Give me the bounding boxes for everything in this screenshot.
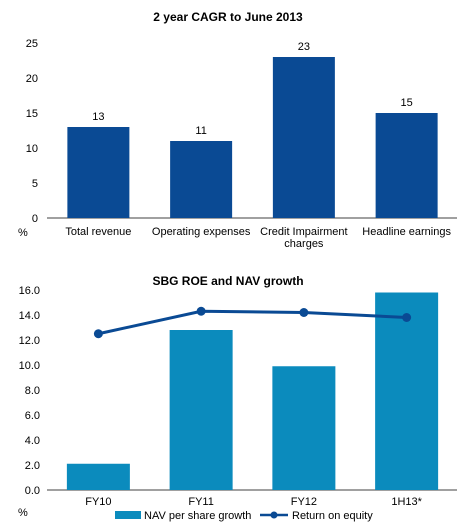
legend-label-nav-growth: NAV per share growth — [144, 510, 251, 522]
nav-growth-bar — [375, 293, 438, 491]
cagr-category-label: Headline earnings — [362, 226, 451, 238]
nav-growth-bar — [170, 330, 233, 490]
cagr-y-tick-label: 10 — [26, 143, 38, 155]
roe-nav-y-tick-label: 14.0 — [19, 310, 40, 322]
cagr-bar — [170, 141, 232, 218]
roe-point — [197, 307, 206, 316]
legend-swatch-roe-marker — [271, 512, 278, 519]
roe-nav-y-tick-label: 16.0 — [19, 285, 40, 297]
roe-nav-category-label: FY11 — [188, 496, 213, 508]
roe-nav-y-tick-label: 4.0 — [25, 435, 40, 447]
cagr-chart-title: 2 year CAGR to June 2013 — [153, 10, 303, 24]
cagr-y-tick-label: 15 — [26, 108, 38, 120]
roe-nav-category-label: 1H13* — [391, 496, 422, 508]
roe-nav-y-tick-label: 10.0 — [19, 360, 40, 372]
roe-point — [402, 313, 411, 322]
roe-nav-y-tick-label: 0.0 — [25, 485, 40, 497]
roe-nav-chart: SBG ROE and NAV growth % 0.0 2.0 4.0 6.0 8.0… — [18, 274, 457, 522]
nav-growth-bar — [272, 366, 335, 490]
cagr-category-label: Operating expenses — [152, 226, 251, 238]
cagr-data-label: 15 — [401, 97, 413, 109]
roe-nav-y-tick-label: 6.0 — [25, 410, 40, 422]
cagr-bar — [67, 127, 129, 218]
cagr-data-label: 11 — [195, 125, 206, 137]
roe-nav-chart-y-unit: % — [18, 507, 28, 519]
cagr-y-tick-label: 5 — [32, 178, 38, 190]
roe-line — [98, 311, 406, 334]
roe-point — [94, 329, 103, 338]
legend-label-roe: Return on equity — [292, 510, 373, 522]
legend-swatch-nav-growth — [115, 511, 141, 519]
cagr-y-tick-label: 25 — [26, 38, 38, 50]
cagr-data-label: 23 — [298, 41, 310, 53]
cagr-y-tick-label: 20 — [26, 73, 38, 85]
cagr-bar — [273, 57, 335, 218]
roe-nav-chart-title: SBG ROE and NAV growth — [152, 274, 303, 288]
cagr-category-label: charges — [284, 238, 324, 250]
cagr-category-label: Credit Impairment — [260, 226, 347, 238]
nav-growth-bar — [67, 464, 130, 490]
cagr-chart-y-unit: % — [18, 227, 28, 239]
cagr-category-label: Total revenue — [65, 226, 131, 238]
roe-point — [299, 308, 308, 317]
roe-nav-y-tick-label: 2.0 — [25, 460, 40, 472]
cagr-bar — [376, 113, 438, 218]
cagr-chart: 2 year CAGR to June 2013 % 0 5 10 15 20 25 13… — [18, 10, 457, 250]
roe-nav-category-label: FY12 — [291, 496, 317, 508]
cagr-y-tick-label: 0 — [32, 213, 38, 225]
cagr-data-label: 13 — [92, 111, 104, 123]
roe-nav-y-tick-label: 8.0 — [25, 385, 40, 397]
roe-nav-y-tick-label: 12.0 — [19, 335, 40, 347]
roe-nav-category-label: FY10 — [85, 496, 111, 508]
